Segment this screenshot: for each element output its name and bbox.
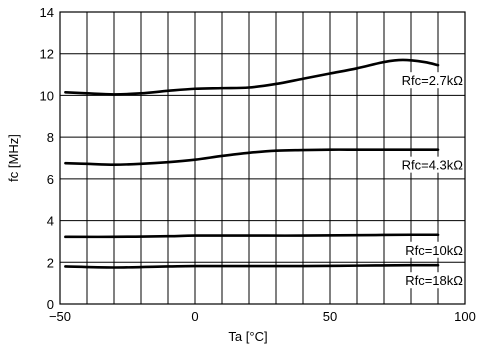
y-tick-label: 2 bbox=[47, 255, 54, 270]
y-tick-label: 6 bbox=[47, 172, 54, 187]
series-line bbox=[65, 150, 438, 165]
series-line bbox=[65, 235, 438, 237]
y-tick-label: 12 bbox=[40, 47, 54, 62]
series-lines bbox=[65, 60, 438, 268]
series-line bbox=[65, 265, 438, 267]
x-tick-labels: −50 0 50 100 bbox=[49, 309, 476, 324]
y-tick-label: 8 bbox=[47, 130, 54, 145]
x-tick-label: 50 bbox=[323, 309, 337, 324]
series-labels: Rfc=2.7kΩ Rfc=4.3kΩ Rfc=10kΩ Rfc=18kΩ bbox=[385, 72, 463, 288]
x-tick-label: −50 bbox=[49, 309, 71, 324]
y-axis-label: fc [MHz] bbox=[6, 134, 21, 182]
x-tick-label: 0 bbox=[191, 309, 198, 324]
series-label: Rfc=10kΩ bbox=[405, 243, 463, 258]
y-tick-label: 10 bbox=[40, 88, 54, 103]
y-tick-label: 4 bbox=[47, 214, 54, 229]
x-tick-label: 100 bbox=[454, 309, 476, 324]
y-tick-label: 14 bbox=[40, 5, 54, 20]
series-label: Rfc=18kΩ bbox=[405, 273, 463, 288]
x-axis-label: Ta [°C] bbox=[228, 329, 267, 344]
series-label: Rfc=2.7kΩ bbox=[402, 73, 464, 88]
series-line bbox=[65, 60, 438, 94]
series-label: Rfc=4.3kΩ bbox=[402, 158, 464, 173]
